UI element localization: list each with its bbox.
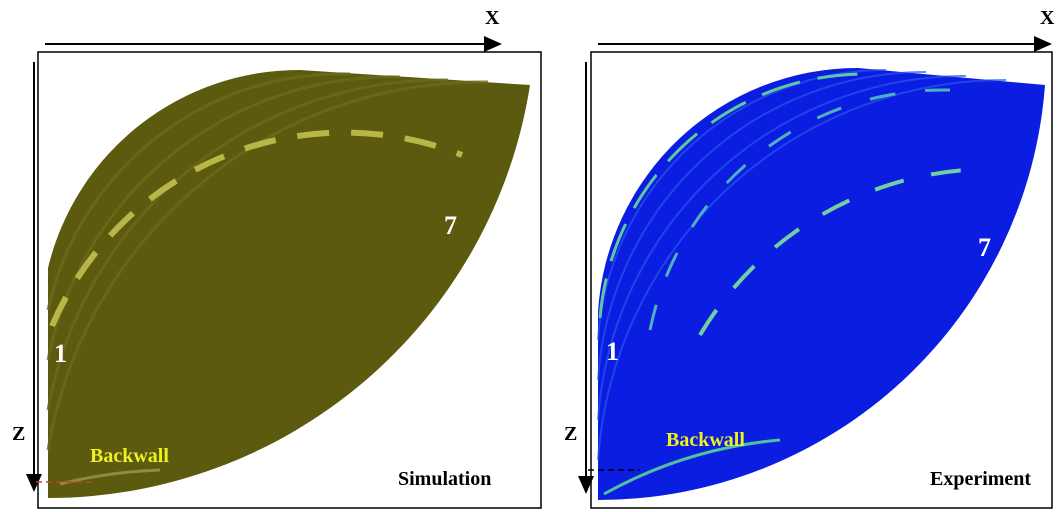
reflector-label: 1: [54, 339, 67, 368]
z-axis-label: Z: [564, 423, 577, 445]
simulation-panel: X Z 1 7 Backwall Simulation: [12, 7, 541, 508]
x-axis-label: X: [1040, 7, 1055, 29]
reflector-label: 7: [444, 211, 457, 240]
reflector-label: 1: [606, 337, 619, 366]
reflector-label: 7: [978, 233, 991, 262]
caption: Experiment: [930, 468, 1031, 490]
backwall-label: Backwall: [90, 445, 169, 467]
figure: X Z 1 7 Backwall Simulation X Z 1 7 Back…: [0, 0, 1062, 512]
x-axis-label: X: [485, 7, 500, 29]
backwall-label: Backwall: [666, 429, 745, 451]
caption: Simulation: [398, 468, 491, 490]
experiment-panel: X Z 1 7 Backwall Experiment: [564, 7, 1055, 508]
z-axis-label: Z: [12, 423, 25, 445]
